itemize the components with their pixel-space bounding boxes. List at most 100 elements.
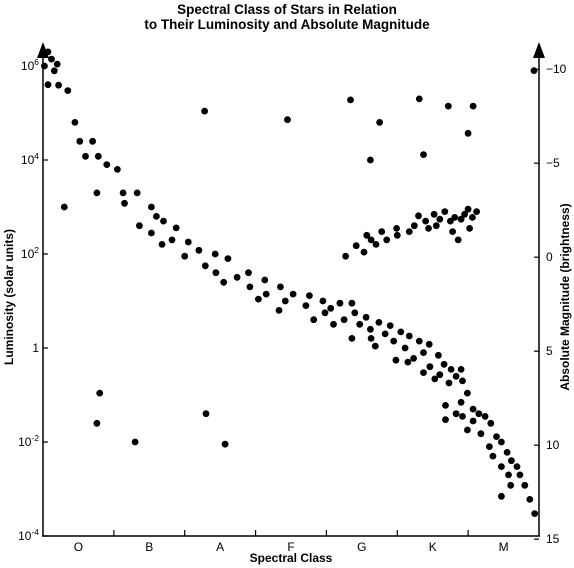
- x-tick-label: F: [287, 540, 294, 554]
- star-point: [516, 471, 524, 479]
- star-point: [277, 283, 284, 291]
- star-point: [245, 269, 252, 277]
- star-point: [469, 405, 477, 413]
- star-point: [336, 299, 344, 307]
- star-point: [425, 225, 432, 232]
- star-point: [477, 430, 485, 438]
- y-axis-label: Luminosity (solar units): [2, 229, 16, 365]
- star-point: [486, 443, 493, 450]
- star-point: [405, 332, 413, 340]
- star-point: [136, 222, 143, 230]
- star-point: [64, 87, 72, 94]
- star-point: [82, 152, 89, 160]
- star-point: [530, 67, 538, 74]
- magnitude-tick-label: −10: [546, 62, 567, 76]
- star-point: [415, 95, 423, 103]
- star-point: [275, 307, 283, 314]
- star-point: [356, 320, 364, 328]
- magnitude-tick-label: 0: [546, 250, 553, 264]
- star-point: [281, 297, 289, 305]
- star-point: [367, 335, 375, 342]
- star-point: [363, 231, 371, 239]
- star-point: [220, 278, 228, 286]
- y-tick-label: 102: [21, 245, 39, 261]
- star-point: [306, 292, 313, 299]
- star-point: [415, 212, 422, 220]
- star-point: [371, 342, 379, 350]
- right-axis-arrow: [533, 42, 545, 58]
- star-point: [392, 356, 400, 364]
- star-point: [526, 496, 534, 503]
- x-tick-label: G: [357, 540, 366, 554]
- star-point: [148, 203, 155, 211]
- star-point: [481, 413, 489, 420]
- right-y-axis-label: Absolute Magnitude (brightness): [558, 203, 572, 390]
- star-point: [168, 236, 176, 244]
- star-point: [442, 402, 449, 409]
- star-point: [487, 419, 495, 427]
- magnitude-tick-label: −5: [546, 156, 560, 170]
- star-point: [410, 222, 418, 230]
- star-point: [367, 325, 374, 333]
- star-point: [404, 358, 412, 366]
- star-point: [133, 189, 141, 197]
- y-tick-label: 106: [21, 57, 39, 73]
- star-point: [360, 248, 368, 256]
- star-point: [498, 492, 505, 500]
- star-point: [508, 457, 515, 465]
- star-point: [473, 208, 480, 216]
- star-point: [436, 215, 444, 223]
- star-point: [181, 252, 189, 260]
- star-point: [184, 238, 192, 246]
- star-point: [498, 438, 505, 446]
- star-point: [41, 62, 48, 70]
- y-tick-label: 10-4: [18, 527, 39, 543]
- star-point: [420, 369, 427, 376]
- star-point: [321, 309, 329, 317]
- star-point: [420, 151, 427, 159]
- star-point: [76, 137, 84, 145]
- chart-subtitle: to Their Luminosity and Absolute Magnitu…: [144, 17, 430, 32]
- star-point: [224, 255, 232, 262]
- star-point: [449, 228, 456, 236]
- star-point: [513, 463, 521, 470]
- star-point: [405, 228, 413, 236]
- star-point: [464, 389, 471, 397]
- star-point: [367, 236, 375, 244]
- magnitude-tick-label: 10: [546, 438, 560, 452]
- star-point: [55, 81, 62, 89]
- star-point: [348, 335, 356, 342]
- x-axis-label: Spectral Class: [250, 551, 333, 565]
- star-point: [89, 137, 96, 145]
- star-point: [442, 416, 449, 423]
- y-tick-label: 104: [21, 151, 39, 167]
- y-tick-label: 1: [32, 341, 39, 355]
- star-point: [114, 166, 121, 173]
- star-point: [160, 217, 167, 225]
- star-point: [454, 236, 462, 244]
- star-point: [397, 328, 405, 336]
- right-axis-ticks: −10 −5 0 5 10 15: [534, 62, 567, 546]
- star-point: [505, 471, 512, 479]
- star-point: [347, 96, 354, 104]
- star-point: [96, 389, 104, 397]
- star-point: [432, 222, 440, 230]
- star-point: [503, 449, 511, 456]
- magnitude-tick-label: 5: [546, 344, 553, 358]
- star-points: [41, 48, 539, 517]
- y-tick-label: 10-2: [18, 433, 39, 449]
- star-point: [469, 417, 477, 425]
- star-point: [431, 375, 439, 383]
- star-point: [340, 316, 348, 324]
- star-point: [53, 60, 61, 68]
- star-point: [121, 199, 128, 207]
- star-point: [464, 129, 472, 137]
- star-point: [211, 250, 219, 258]
- star-point: [376, 119, 383, 126]
- star-point: [425, 340, 433, 348]
- star-point: [464, 426, 471, 434]
- star-point: [447, 366, 455, 373]
- star-point: [131, 438, 139, 446]
- star-point: [401, 344, 409, 352]
